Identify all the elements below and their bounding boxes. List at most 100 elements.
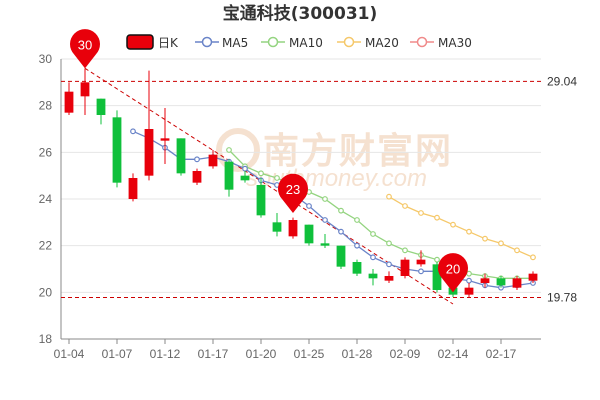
ma10-point[interactable]	[354, 217, 360, 223]
legend-item-ma30[interactable]: MA30	[410, 36, 472, 50]
svg-text:southmoney.com: southmoney.com	[246, 165, 427, 192]
legend-label-kline: 日K	[158, 36, 179, 50]
x-tick-label: 02-09	[390, 347, 421, 361]
y-tick-label: 18	[39, 332, 53, 346]
candle[interactable]	[64, 82, 74, 115]
ma10-point[interactable]	[258, 170, 264, 177]
ma5-point[interactable]	[242, 165, 248, 172]
candle-body	[272, 222, 282, 232]
x-tick-label: 01-20	[246, 347, 277, 361]
candle-body	[512, 278, 522, 288]
ma20-point[interactable]	[450, 221, 456, 228]
candle[interactable]	[480, 273, 490, 288]
x-axis: 01-04 01-07 01-12 01-17 01-20 01-25 01-28 02-09…	[54, 338, 541, 361]
ma20-point[interactable]	[482, 235, 488, 242]
ref-label-low: 19.78	[547, 290, 577, 304]
x-tick-label: 01-28	[342, 347, 373, 361]
candle[interactable]	[400, 257, 410, 279]
ma10-point[interactable]	[434, 256, 440, 263]
ma5-point[interactable]	[370, 254, 376, 261]
candle[interactable]	[464, 283, 474, 297]
candle-body	[240, 175, 250, 181]
x-tick-label: 01-17	[198, 347, 229, 361]
candle[interactable]	[368, 269, 378, 286]
ma5-point[interactable]	[338, 228, 344, 235]
ma20-point[interactable]	[530, 254, 536, 261]
candle[interactable]	[336, 245, 346, 269]
ma10-point[interactable]	[226, 147, 232, 153]
x-tick-label: 01-07	[102, 347, 133, 361]
candle[interactable]	[96, 98, 106, 125]
ma10-point[interactable]	[338, 207, 344, 214]
candle-body	[176, 138, 186, 174]
ma5-point[interactable]	[322, 217, 328, 223]
ma5-point[interactable]	[354, 242, 360, 249]
ma20-point[interactable]	[386, 193, 392, 200]
watermark-logo: 南方财富网 southmoney.com	[216, 128, 451, 192]
ma5-point[interactable]	[130, 128, 136, 135]
candle-body	[496, 278, 506, 286]
ma10-point[interactable]	[274, 175, 280, 181]
ma5-point[interactable]	[466, 277, 472, 284]
x-tick-label: 02-14	[438, 347, 469, 361]
candle[interactable]	[272, 213, 282, 237]
ma20-point[interactable]	[418, 210, 424, 216]
candle[interactable]	[320, 234, 330, 248]
candle[interactable]	[432, 262, 442, 293]
candle[interactable]	[512, 276, 522, 290]
ma5-point[interactable]	[418, 268, 424, 275]
ma10-point[interactable]	[386, 240, 392, 247]
pin-marker[interactable]: 30	[70, 29, 101, 69]
ref-label-high: 29.04	[547, 74, 577, 88]
pin-marker[interactable]: 20	[437, 253, 468, 293]
ma5-point[interactable]	[386, 261, 392, 268]
legend-label-ma5: MA5	[222, 36, 248, 50]
candle[interactable]	[176, 138, 186, 176]
candle[interactable]	[352, 259, 362, 276]
candle[interactable]	[80, 68, 90, 115]
ma20-point[interactable]	[466, 228, 472, 235]
candle[interactable]	[288, 217, 298, 239]
ma10-point[interactable]	[370, 231, 376, 237]
candle[interactable]	[304, 224, 314, 246]
ma20-point[interactable]	[434, 214, 440, 221]
ma10-point[interactable]	[322, 196, 328, 202]
legend-item-ma20[interactable]: MA20	[337, 36, 399, 50]
legend-item-ma10[interactable]: MA10	[261, 36, 323, 50]
candle[interactable]	[208, 150, 218, 169]
ma20-point[interactable]	[514, 247, 520, 254]
markers: 30 23 20	[70, 29, 468, 293]
pin-marker[interactable]: 23	[278, 173, 309, 213]
ma20-point[interactable]	[402, 203, 408, 209]
ma10-point[interactable]	[402, 247, 408, 254]
candle-body	[128, 178, 138, 199]
candle-body	[416, 259, 426, 265]
ma5-point[interactable]	[306, 203, 312, 209]
candle[interactable]	[224, 159, 234, 197]
chart-title: 宝通科技(300031)	[223, 3, 378, 24]
candle[interactable]	[528, 271, 538, 283]
candle[interactable]	[240, 171, 250, 183]
x-tick-label: 02-17	[486, 347, 517, 361]
legend-item-kline[interactable]: 日K	[126, 34, 179, 50]
candle-body	[288, 220, 298, 237]
candle[interactable]	[128, 173, 138, 202]
candle-body	[80, 82, 90, 97]
candle[interactable]	[256, 178, 266, 218]
y-tick-label: 24	[39, 192, 53, 206]
candle[interactable]	[496, 276, 506, 288]
legend-item-ma5[interactable]: MA5	[195, 36, 248, 50]
ma20-point[interactable]	[498, 240, 504, 247]
pin-label: 20	[446, 261, 460, 276]
candle[interactable]	[144, 70, 154, 181]
candle[interactable]	[112, 110, 122, 188]
candle[interactable]	[160, 108, 170, 164]
candle[interactable]	[192, 168, 202, 185]
candle-body	[208, 154, 218, 167]
candle[interactable]	[384, 271, 394, 283]
ma20-line	[388, 196, 534, 258]
candle[interactable]	[416, 250, 426, 267]
candle-body	[256, 185, 266, 216]
ma5-point[interactable]	[194, 156, 200, 163]
